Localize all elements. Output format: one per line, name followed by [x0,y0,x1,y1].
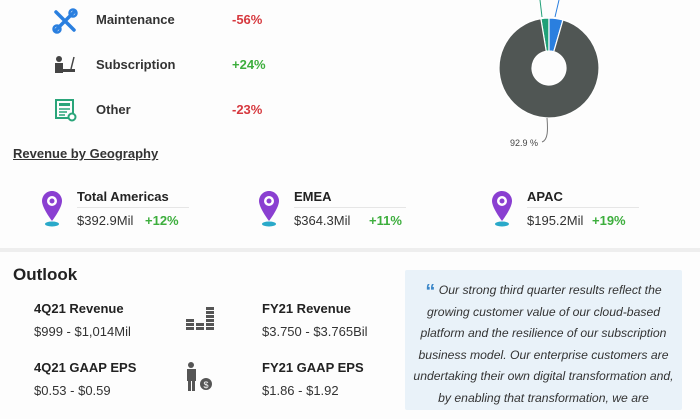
segment-name: Subscription [96,57,176,72]
outlook-label: FY21 GAAP EPS [262,360,364,375]
outlook-label: 4Q21 GAAP EPS [34,360,137,375]
svg-text:$: $ [203,380,208,390]
segment-change: -23% [232,102,263,117]
geography-title: Revenue by Geography [13,146,159,161]
revenue-donut-chart: 92.9 % [498,0,600,148]
segment-change: +24% [232,57,266,72]
ceo-quote-box: “ Our strong third quarter results refle… [405,270,682,410]
section-divider [0,248,700,252]
segment-name: Other [96,102,131,117]
region-name: Total Americas [77,189,169,204]
segment-name: Maintenance [96,12,175,27]
donut-leader-line [541,117,548,143]
region-name: EMEA [294,189,332,204]
region-divider [77,207,189,208]
outlook-value: $0.53 - $0.59 [34,383,111,398]
person-money-icon: $ [187,362,212,391]
donut-slice [498,17,600,119]
region-revenue: $195.2Mil [527,213,584,228]
region-name: APAC [527,189,563,204]
donut-leader-line [539,0,543,18]
region-change: +12% [145,213,179,228]
tools-icon [52,8,78,34]
region-change: +19% [592,213,626,228]
map-pin-icon [42,191,62,227]
quote-mark-icon: “ [425,281,436,303]
map-pin-icon [259,191,279,227]
region-change: +11% [369,213,402,228]
outlook-value: $1.86 - $1.92 [262,383,339,398]
region-revenue: $364.3Mil [294,213,351,228]
outlook-label: 4Q21 Revenue [34,301,124,316]
outlook-value: $999 - $1,014Mil [34,324,131,339]
person-at-desk-icon [55,56,75,73]
outlook-label: FY21 Revenue [262,301,351,316]
document-refresh-icon [55,99,77,122]
region-revenue: $392.9Mil [77,213,134,228]
outlook-value: $3.750 - $3.765Bil [262,324,368,339]
coin-stacks-icon [186,307,214,330]
donut-leader-line [554,0,560,18]
donut-label: 92.9 % [510,138,538,148]
quote-body: Our strong third quarter results reflect… [413,283,674,405]
map-pin-icon [492,191,512,227]
region-divider [294,207,406,208]
quote-text: “ Our strong third quarter results refle… [405,270,682,419]
outlook-title: Outlook [13,265,78,284]
region-divider [527,207,639,208]
segment-change: -56% [232,12,263,27]
